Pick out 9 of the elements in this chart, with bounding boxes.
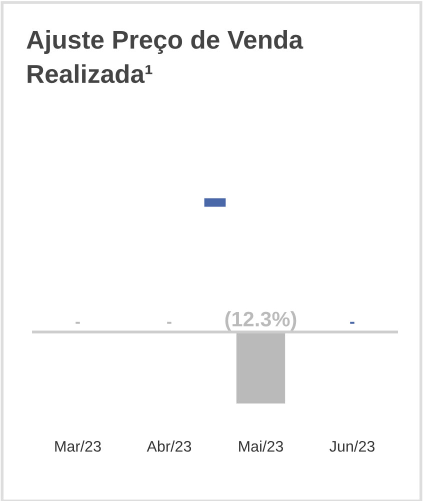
x-tick-label: Mai/23: [239, 440, 284, 452]
data-label: -: [76, 322, 80, 324]
x-tick-label: Jun/23: [330, 440, 375, 452]
data-label: -: [350, 322, 354, 324]
data-label: -: [167, 322, 172, 324]
x-tick-label: Mar/23: [55, 440, 101, 452]
chart-title: Ajuste Preço de Venda Realizada¹: [26, 30, 304, 84]
data-label: (12.3%): [225, 311, 296, 331]
x-tick-label: Abr/23: [146, 440, 192, 452]
